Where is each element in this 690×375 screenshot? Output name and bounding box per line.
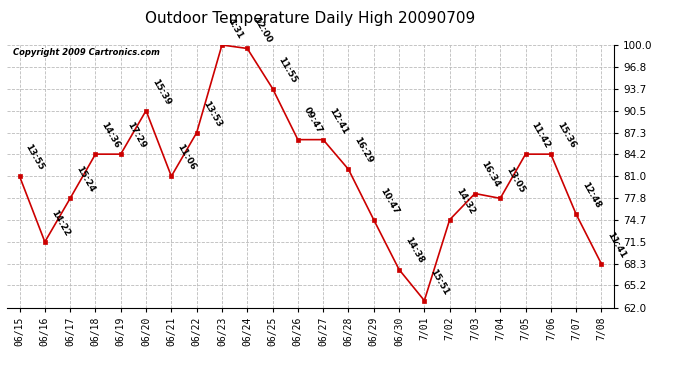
Text: 15:51: 15:51	[428, 267, 451, 296]
Text: Outdoor Temperature Daily High 20090709: Outdoor Temperature Daily High 20090709	[146, 11, 475, 26]
Text: 14:22: 14:22	[49, 208, 71, 238]
Text: 12:00: 12:00	[251, 15, 273, 44]
Text: 14:36: 14:36	[99, 121, 122, 150]
Text: 13:05: 13:05	[504, 165, 526, 194]
Text: 16:34: 16:34	[479, 160, 502, 189]
Text: 11:06: 11:06	[175, 143, 197, 172]
Text: 4:31: 4:31	[226, 17, 245, 41]
Text: 13:55: 13:55	[23, 143, 46, 172]
Text: 15:36: 15:36	[555, 121, 577, 150]
Text: 11:41: 11:41	[606, 230, 628, 260]
Text: 12:48: 12:48	[580, 181, 602, 210]
Text: 10:47: 10:47	[378, 186, 400, 216]
Text: 14:38: 14:38	[403, 236, 426, 266]
Text: 17:29: 17:29	[125, 120, 147, 150]
Text: 15:39: 15:39	[150, 77, 172, 106]
Text: 14:32: 14:32	[454, 186, 476, 216]
Text: Copyright 2009 Cartronics.com: Copyright 2009 Cartronics.com	[13, 48, 160, 57]
Text: 12:41: 12:41	[327, 106, 350, 135]
Text: 09:47: 09:47	[302, 106, 324, 135]
Text: 11:42: 11:42	[530, 121, 552, 150]
Text: 11:55: 11:55	[277, 55, 299, 84]
Text: 15:24: 15:24	[75, 165, 97, 194]
Text: 13:53: 13:53	[201, 99, 223, 129]
Text: 16:29: 16:29	[353, 136, 375, 165]
